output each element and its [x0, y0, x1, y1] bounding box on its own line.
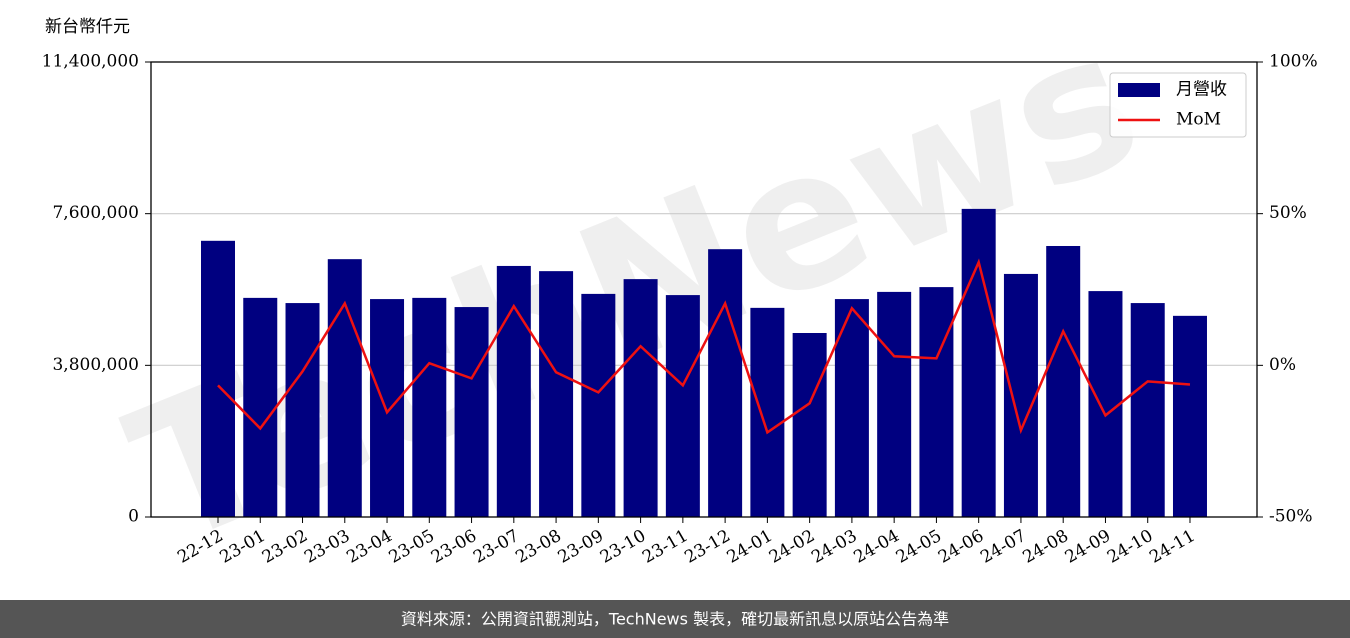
y-tick-label: 0: [128, 507, 139, 527]
bar: [539, 271, 574, 517]
line: [217, 258, 1191, 435]
bar: [834, 299, 869, 517]
y-tick-label: 11,400,000: [42, 52, 139, 72]
bar: [1003, 273, 1038, 517]
bar: [285, 303, 320, 517]
bar: [750, 307, 785, 517]
bar: [1088, 291, 1123, 517]
bar: [623, 279, 658, 517]
bar: [327, 259, 362, 517]
bar: [877, 291, 912, 517]
bar: [496, 265, 531, 517]
bar: [1046, 245, 1081, 518]
y-tick-label: 7,600,000: [52, 203, 139, 223]
y2-tick-label: -50%: [1269, 507, 1313, 527]
bar: [454, 307, 489, 517]
bar: [961, 208, 996, 517]
legend-swatch: [1118, 83, 1160, 97]
bar: [1130, 303, 1165, 517]
bar: [243, 297, 278, 517]
footer: 資料來源：公開資訊觀測站，TechNews 製表，確切最新訊息以原站公告為準: [401, 610, 949, 629]
bar: [919, 287, 954, 517]
bar: [201, 240, 235, 518]
y2-tick-label: 50%: [1269, 203, 1307, 223]
y2-tick-label: 0%: [1269, 355, 1296, 375]
bar: [708, 249, 743, 517]
y-tick-label: 3,800,000: [52, 355, 139, 375]
legend-label: MoM: [1176, 110, 1221, 130]
y-axis-label: 新台幣仟元: [45, 17, 130, 37]
bar: [792, 333, 827, 517]
bar: [412, 297, 447, 517]
bar: [1172, 315, 1207, 517]
footer-band: [0, 600, 1350, 638]
y2-tick-label: 100%: [1269, 52, 1318, 72]
plot-frame: [150, 61, 1258, 518]
bar: [581, 293, 616, 517]
bar: [370, 299, 405, 517]
legend-label: 月營收: [1176, 80, 1227, 100]
bar: [665, 295, 700, 517]
